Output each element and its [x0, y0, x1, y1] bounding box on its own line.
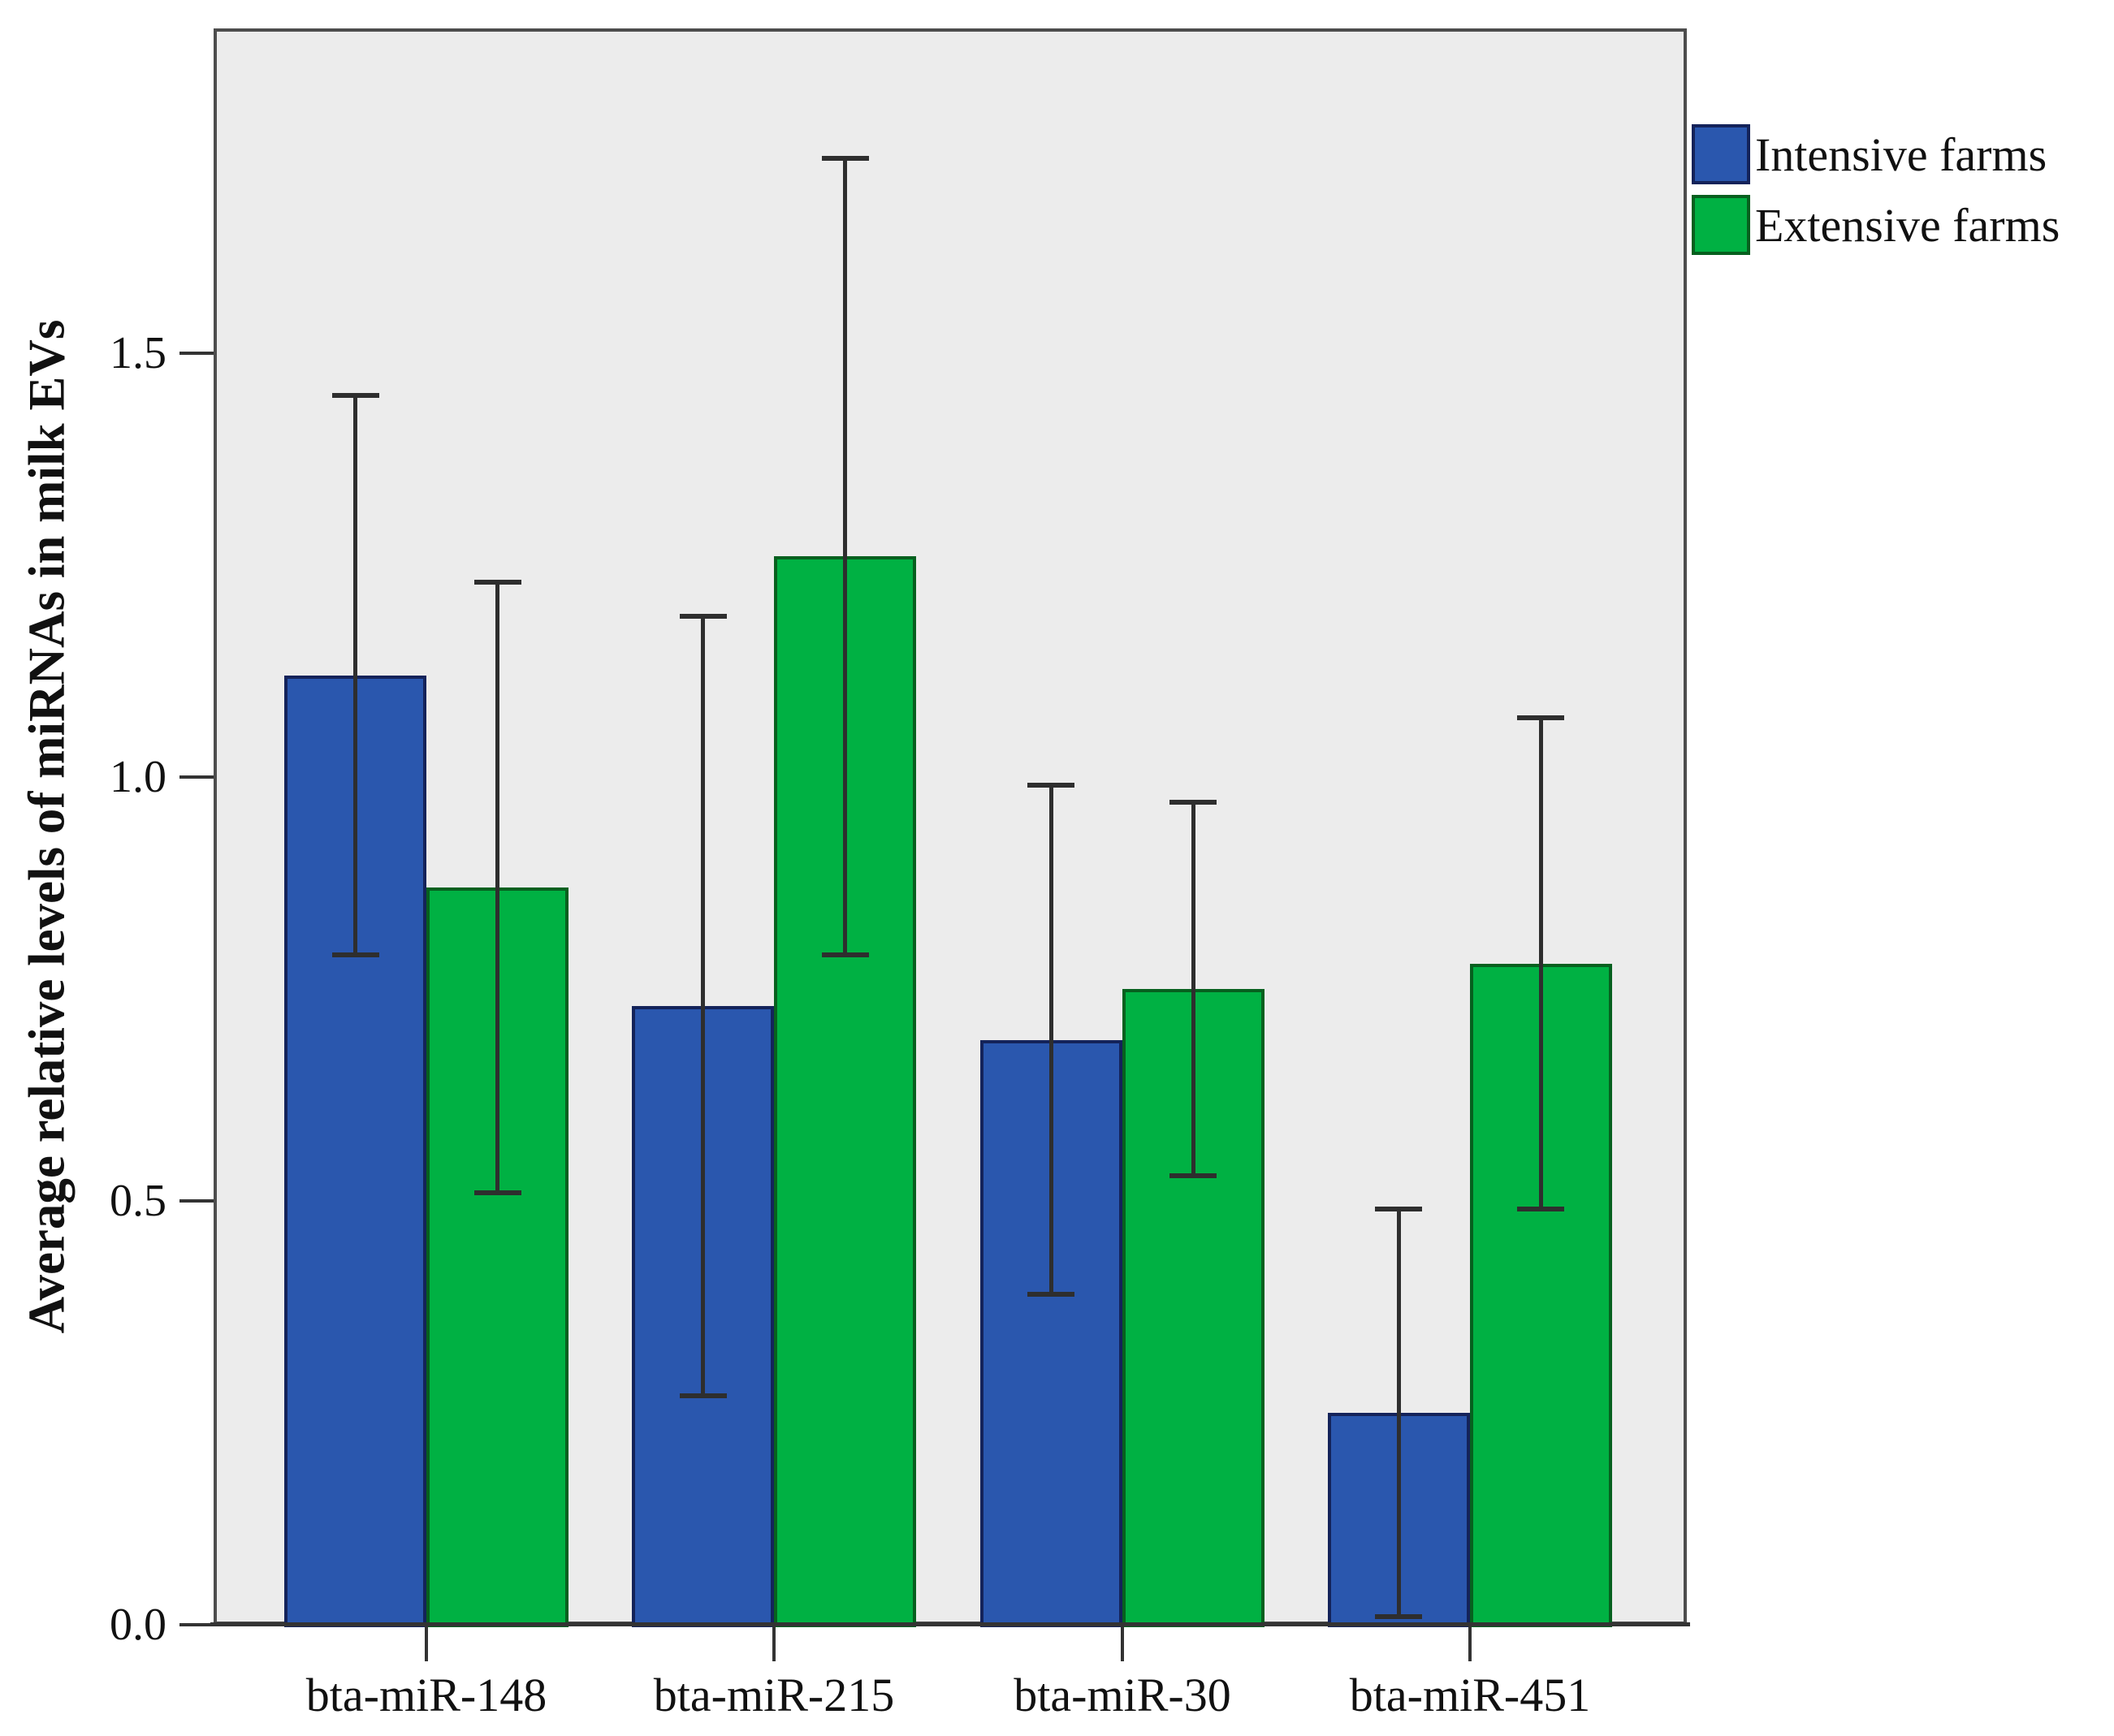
error-bar-cap [679, 1393, 727, 1399]
legend-swatch-extensive [1692, 195, 1750, 255]
x-axis-line [210, 1622, 1690, 1626]
y-tick-mark [179, 1623, 214, 1626]
y-tick-mark [179, 352, 214, 355]
y-tick-mark [179, 775, 214, 779]
legend-item-intensive-farms: Intensive farms [1692, 124, 2060, 184]
error-bar-cap [331, 952, 379, 958]
error-bar-cap [473, 579, 521, 585]
error-bar-line [701, 615, 706, 1397]
error-bar-cap [1517, 1207, 1565, 1212]
error-bar-line [1048, 785, 1053, 1294]
error-bar-line [1191, 802, 1195, 1176]
error-bar-line [843, 158, 848, 956]
x-tick-mark [772, 1625, 776, 1661]
error-bar-line [1396, 1209, 1401, 1617]
x-category-label: bta-miR-451 [1349, 1669, 1591, 1721]
x-tick-mark [425, 1625, 428, 1661]
error-bar-line [353, 395, 357, 956]
legend-item-extensive-farms: Extensive farms [1692, 195, 2060, 255]
legend-swatch-intensive [1692, 124, 1750, 184]
x-category-label: bta-miR-215 [653, 1669, 895, 1721]
y-axis-title: Average relative levels of miRNAs in mil… [18, 319, 76, 1334]
x-tick-mark [1121, 1625, 1124, 1661]
error-bar-cap [821, 952, 869, 958]
error-bar-cap [1375, 1207, 1423, 1212]
y-tick-label: 0.0 [110, 1600, 166, 1650]
legend-label: Extensive farms [1755, 198, 2060, 252]
error-bar-line [495, 581, 499, 1193]
error-bar-cap [821, 155, 869, 161]
error-bar-cap [473, 1190, 521, 1195]
x-category-label: bta-miR-30 [1014, 1669, 1231, 1721]
y-tick-mark [179, 1199, 214, 1203]
x-category-label: bta-miR-148 [305, 1669, 547, 1721]
y-tick-label: 1.5 [110, 328, 166, 378]
bar-intensive-farms-bta-miR-30 [979, 1039, 1122, 1627]
y-tick-label: 0.5 [110, 1176, 166, 1226]
legend-label: Intensive farms [1755, 127, 2047, 181]
error-bar-cap [1169, 800, 1217, 805]
error-bar-cap [331, 393, 379, 399]
error-bar-cap [1517, 715, 1565, 720]
error-bar-cap [1375, 1613, 1423, 1619]
error-bar-cap [679, 613, 727, 619]
x-tick-mark [1468, 1625, 1472, 1661]
y-tick-label: 1.0 [110, 752, 166, 802]
error-bar-line [1538, 717, 1543, 1210]
error-bar-cap [1169, 1172, 1217, 1178]
error-bar-cap [1027, 1291, 1075, 1297]
legend: Intensive farms Extensive farms [1692, 124, 2060, 255]
error-bar-cap [1027, 783, 1075, 788]
